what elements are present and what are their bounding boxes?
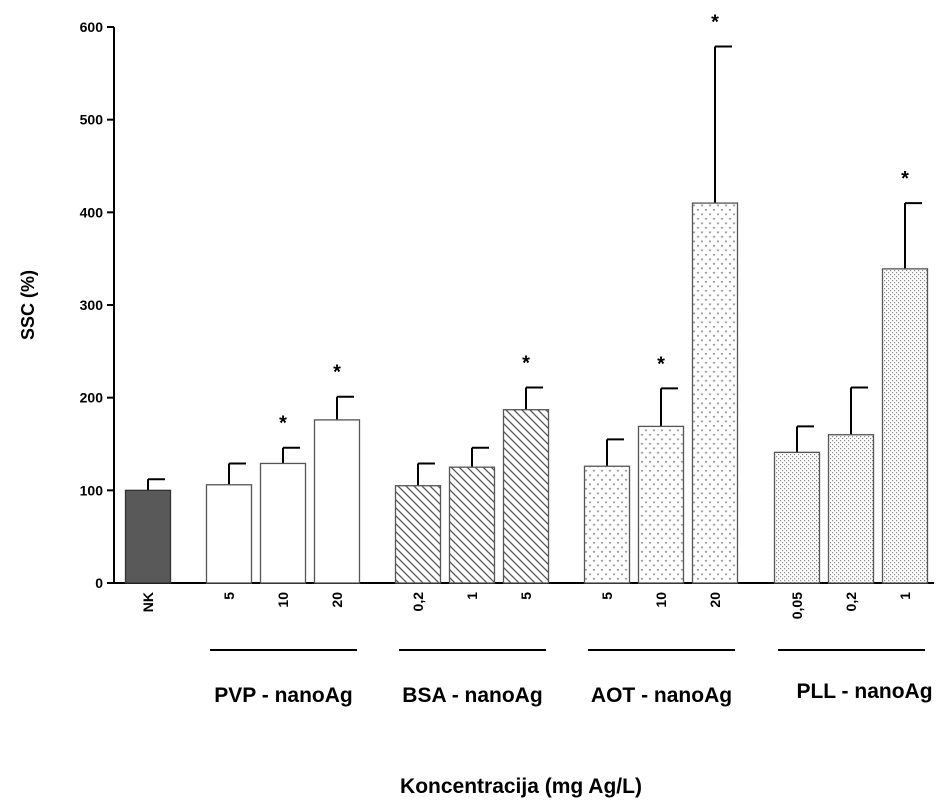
x-tick-label: 1 (897, 592, 913, 600)
bar-group (827, 386, 875, 584)
x-axis-label: Koncentracija (mg Ag/L) (400, 775, 642, 798)
x-tick-label: 20 (329, 592, 345, 608)
y-tick-label: 300 (80, 297, 104, 313)
bar-group: * (502, 352, 550, 584)
bar-group: * (881, 168, 929, 584)
bar (691, 202, 739, 584)
bar-group (583, 438, 631, 584)
bar (773, 451, 821, 584)
bar (205, 484, 253, 584)
group-label: BSA - nanoAg (402, 684, 542, 707)
bar-group: * (259, 413, 307, 584)
group-labels: PVP - nanoAg BSA - nanoAg AOT - nanoAg PLL … (210, 649, 933, 707)
bar (448, 466, 496, 584)
bar-group: * (691, 11, 739, 584)
group-label: AOT - nanoAg (591, 684, 732, 707)
y-tick-label: 200 (80, 390, 104, 406)
group-label: PLL - nanoAg (796, 680, 932, 703)
bar (313, 419, 361, 584)
x-tick-label: 20 (707, 592, 723, 608)
bar (259, 462, 307, 584)
bar-group (394, 462, 442, 584)
bar-group: * (637, 353, 685, 584)
x-tick-label: 0,05 (789, 592, 805, 619)
y-tick-label: 500 (80, 112, 104, 128)
x-tick-label: 5 (221, 592, 237, 600)
significance-marker: * (333, 362, 341, 384)
y-tick-label: 0 (95, 575, 103, 591)
bars: * * * * * * (124, 11, 929, 584)
bar-group (448, 446, 496, 584)
y-tick-label: 600 (80, 19, 104, 35)
significance-marker: * (901, 168, 909, 190)
bar (881, 268, 929, 584)
bar (502, 409, 550, 584)
x-tick-label: 5 (518, 592, 534, 600)
bar (124, 489, 172, 584)
x-tick-label: NK (140, 592, 156, 612)
x-tick-label: 10 (653, 592, 669, 608)
bar (827, 434, 875, 584)
bar-group (205, 462, 253, 584)
significance-marker: * (279, 413, 287, 435)
group-label: PVP - nanoAg (214, 684, 352, 707)
bar-group: * (313, 362, 361, 584)
significance-marker: * (522, 352, 530, 374)
bar-group (773, 425, 821, 584)
y-axis-label: SSC (%) (18, 270, 38, 340)
x-tick-label: 0,2 (410, 592, 426, 612)
x-tick-label: 0,2 (843, 592, 859, 612)
significance-marker: * (657, 353, 665, 375)
x-tick-labels: NK 5 10 20 0,2 1 5 5 10 20 0,05 0,2 1 (140, 592, 913, 619)
y-axis: 0 100 200 300 400 500 600 (80, 19, 115, 591)
bar (637, 425, 685, 584)
x-tick-label: 1 (464, 592, 480, 600)
y-tick-label: 400 (80, 204, 104, 220)
y-tick-label: 100 (80, 482, 104, 498)
x-tick-label: 5 (599, 592, 615, 600)
bar-group (124, 478, 172, 584)
x-tick-label: 10 (275, 592, 291, 608)
bar (394, 485, 442, 584)
significance-marker: * (711, 11, 719, 33)
bar (583, 465, 631, 584)
